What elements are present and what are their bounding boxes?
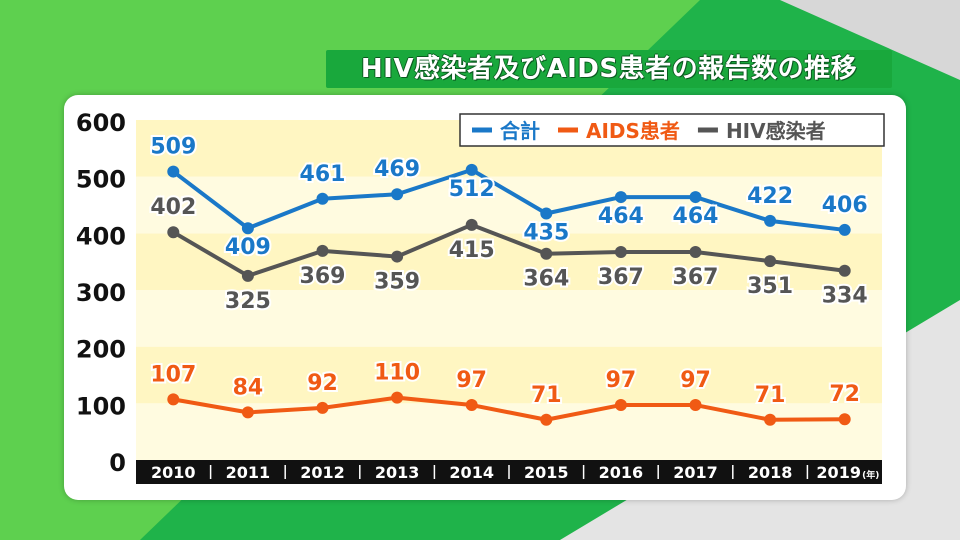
series-line (172, 167, 845, 232)
data-point (391, 391, 404, 404)
data-label: 422 (747, 184, 793, 209)
x-tick-label: 2013 (375, 463, 420, 482)
data-label: 97 (606, 368, 637, 393)
data-point (689, 191, 702, 204)
x-tick-label: 2018 (748, 463, 793, 482)
series-line (172, 395, 845, 422)
data-label: 435 (523, 221, 569, 246)
data-point (241, 269, 254, 282)
x-tick-label: 2017 (673, 463, 718, 482)
data-point (614, 399, 627, 412)
data-point (838, 223, 851, 236)
data-label: 464 (598, 204, 644, 229)
data-point (614, 191, 627, 204)
data-point (614, 246, 627, 259)
data-label: 464 (673, 204, 719, 229)
data-point (689, 246, 702, 259)
data-label: 107 (150, 362, 196, 387)
data-point (540, 413, 553, 426)
data-label: 509 (150, 135, 196, 160)
data-label: 71 (755, 383, 786, 408)
data-label: 71 (531, 383, 562, 408)
title-bar (326, 50, 892, 88)
data-point (391, 188, 404, 201)
data-point (316, 244, 329, 257)
data-point (167, 226, 180, 239)
data-point (241, 406, 254, 419)
legend-box (459, 113, 885, 147)
data-point (764, 214, 777, 227)
data-label: 72 (829, 382, 860, 407)
data-label: 97 (456, 368, 487, 393)
data-label: 512 (449, 177, 495, 202)
data-point (764, 255, 777, 268)
chart-title: HIV感染者及びAIDS患者の報告数の推移 (360, 54, 858, 84)
grid-band (136, 233, 882, 290)
data-label: 367 (598, 265, 644, 290)
data-label: 402 (150, 195, 196, 220)
grid-band (136, 290, 882, 347)
data-label: 92 (307, 371, 338, 396)
data-point (540, 207, 553, 220)
legend-label: AIDS患者 (586, 119, 680, 143)
data-label: 334 (822, 284, 868, 309)
data-point (391, 250, 404, 263)
data-label: 351 (747, 274, 793, 299)
data-point (540, 247, 553, 260)
data-label: 110 (374, 361, 420, 386)
y-tick-label: 500 (76, 166, 126, 194)
data-point (838, 413, 851, 426)
data-label: 359 (374, 270, 420, 295)
y-tick-label: 400 (76, 222, 126, 250)
data-label: 461 (300, 162, 346, 187)
y-tick-label: 0 (109, 449, 126, 477)
data-point (241, 222, 254, 235)
data-point (316, 401, 329, 414)
x-tick-label: 2010 (151, 463, 196, 482)
data-label: 325 (225, 289, 271, 314)
x-tick-label: 2016 (599, 463, 644, 482)
data-point (465, 399, 478, 412)
x-tick-label: 2019 (816, 463, 861, 482)
data-point (689, 399, 702, 412)
data-point (167, 393, 180, 406)
data-point (838, 264, 851, 277)
data-point (167, 165, 180, 178)
data-point (764, 413, 777, 426)
y-tick-label: 200 (76, 336, 126, 364)
series-line (172, 222, 845, 278)
background-gray-top (700, 0, 960, 80)
data-point (316, 192, 329, 205)
x-unit-label: (年) (862, 469, 879, 481)
x-tick-label: 2015 (524, 463, 569, 482)
data-point (465, 218, 478, 231)
y-tick-label: 100 (76, 392, 126, 420)
data-label: 409 (225, 235, 271, 260)
x-tick-label: 2012 (300, 463, 345, 482)
data-point (465, 163, 478, 176)
data-label: 364 (523, 267, 569, 292)
grid-band (136, 346, 882, 404)
y-tick-label: 600 (76, 109, 126, 137)
y-tick-label: 300 (76, 279, 126, 307)
x-tick-label: 2011 (226, 463, 271, 482)
data-label: 369 (300, 264, 346, 289)
data-label: 84 (233, 375, 264, 400)
data-label: 469 (374, 157, 420, 182)
data-label: 367 (673, 265, 719, 290)
data-label: 406 (822, 193, 868, 218)
legend-label: HIV感染者 (726, 119, 826, 143)
legend-label: 合計 (500, 119, 540, 143)
data-label: 415 (449, 238, 495, 263)
data-label: 97 (680, 368, 711, 393)
x-tick-label: 2014 (449, 463, 494, 482)
